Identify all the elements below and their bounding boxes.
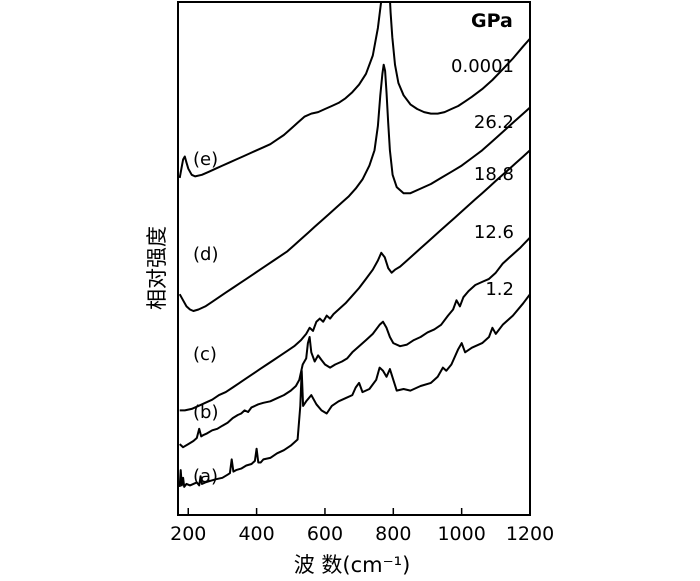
- unit-label: GPa: [471, 10, 513, 32]
- series-label: (e): [193, 149, 218, 170]
- series-label: (d): [193, 244, 218, 265]
- series-label: (a): [193, 466, 218, 487]
- spectra-group: [178, 2, 530, 488]
- spectrum-line-c: [179, 149, 530, 412]
- pressure-label: 18.8: [474, 164, 514, 185]
- spectrum-line-b: [179, 236, 530, 449]
- x-tick-label: 600: [307, 523, 343, 545]
- x-tick-label: 1000: [437, 523, 485, 545]
- series-labels: (a) (b) (c) (d) (e): [193, 149, 218, 487]
- pressure-label: 1.2: [485, 279, 514, 300]
- plot-frame: [177, 1, 531, 516]
- pressure-labels: 1.2 12.6 18.8 26.2 0.0001: [451, 56, 514, 300]
- x-tick-label: 200: [170, 523, 206, 545]
- x-axis-title: 波 数(cm⁻¹): [294, 553, 411, 577]
- pressure-label: 0.0001: [451, 56, 514, 77]
- series-label: (c): [193, 344, 217, 365]
- spectrum-line-a: [178, 293, 530, 488]
- x-tick-label: 400: [238, 523, 274, 545]
- spectrum-line-d: [178, 63, 530, 312]
- pressure-label: 12.6: [474, 222, 514, 243]
- x-tick-label: 800: [375, 523, 411, 545]
- x-axis-ticks: 200 400 600 800 1000 1200: [170, 508, 554, 545]
- y-axis-title: 相对强度: [145, 226, 169, 310]
- spectrum-line-e: [178, 2, 530, 179]
- x-tick-label: 1200: [506, 523, 554, 545]
- series-label: (b): [193, 402, 218, 423]
- pressure-label: 26.2: [474, 112, 514, 133]
